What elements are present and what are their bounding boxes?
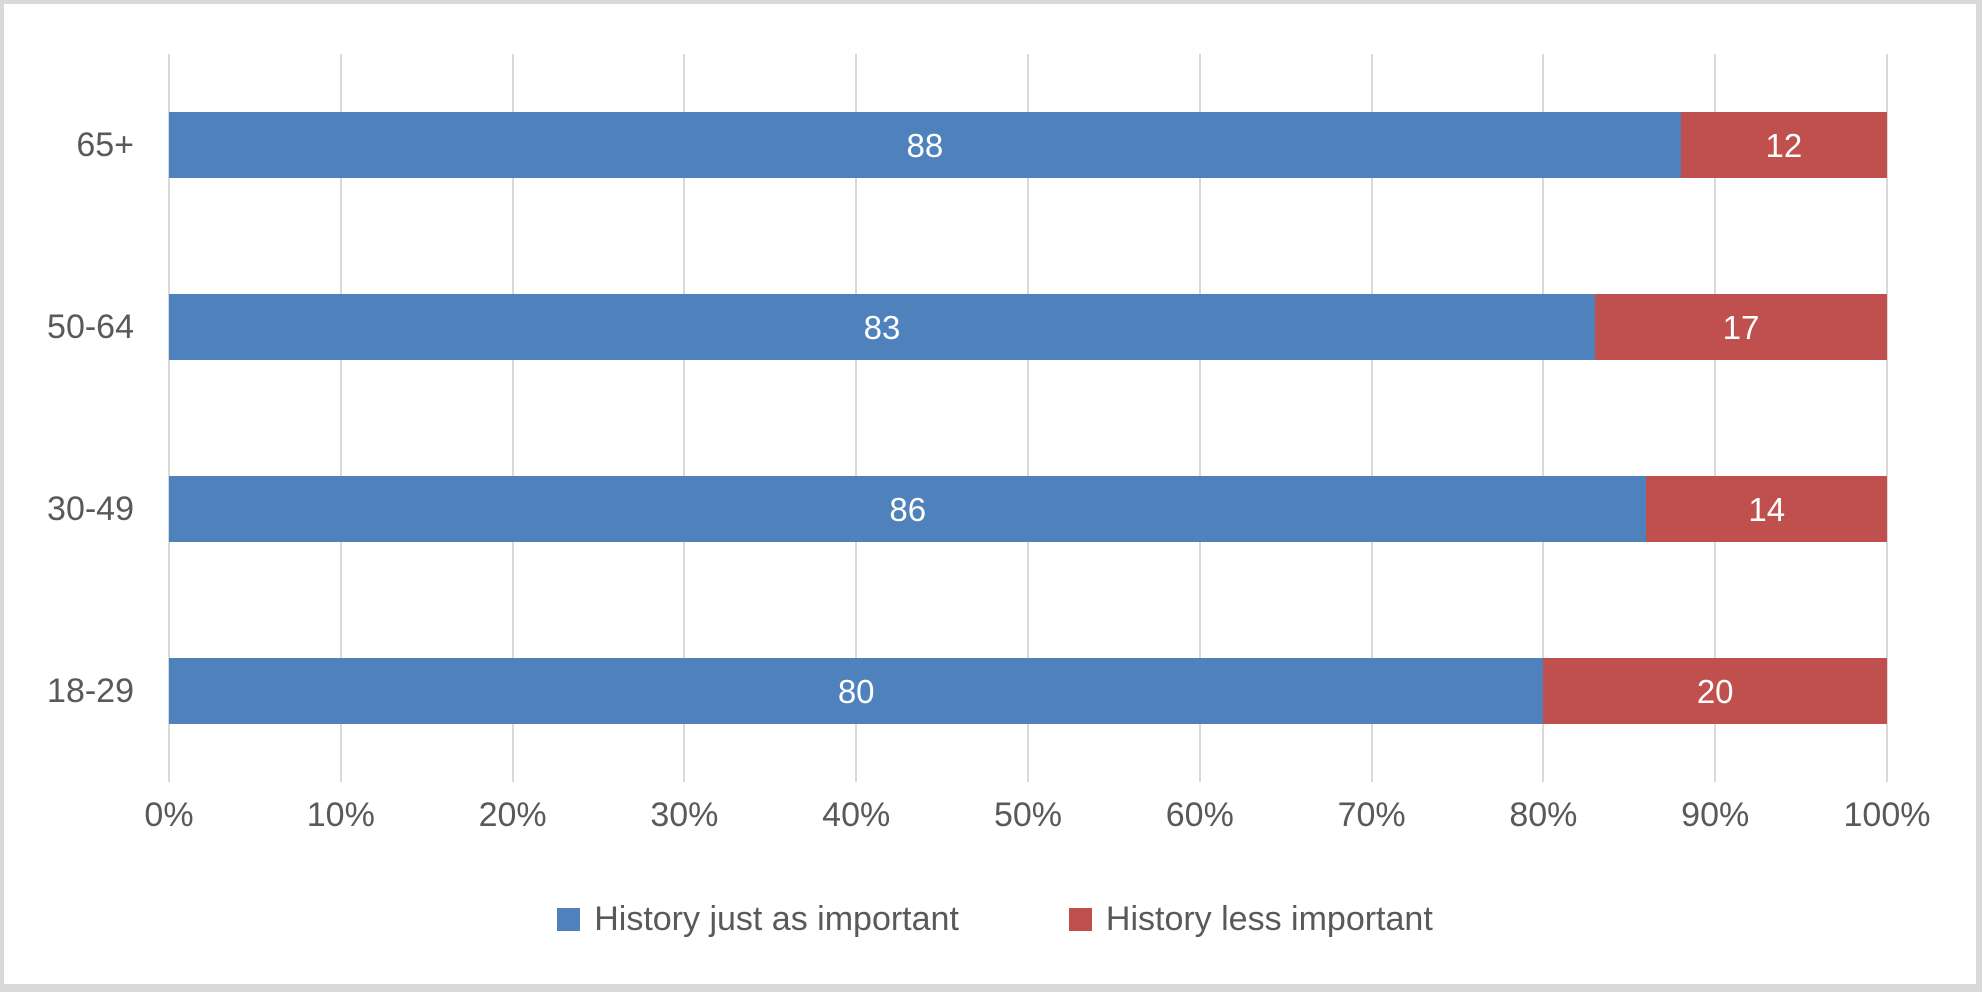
bar-segment: 80 — [169, 658, 1544, 724]
legend-swatch-icon — [557, 908, 581, 931]
gridline-100 — [1886, 54, 1888, 782]
gridline-80 — [1542, 54, 1545, 782]
plot-area: 88 12 83 17 86 14 80 20 — [168, 54, 1888, 782]
gridline-30 — [683, 54, 686, 782]
bar-stack: 83 17 — [169, 294, 1887, 360]
bar-value-label: 14 — [1748, 490, 1786, 528]
bar-stack: 86 14 — [169, 476, 1887, 542]
bar-row-50-64: 83 17 — [169, 236, 1887, 418]
gridline-0 — [168, 54, 170, 782]
gridline-90 — [1714, 54, 1717, 782]
gridline-60 — [1198, 54, 1201, 782]
bar-value-label: 86 — [889, 490, 927, 528]
bar-value-label: 12 — [1765, 126, 1803, 164]
legend: History just as important History less im… — [4, 900, 1982, 939]
x-tick-label-30: 30% — [650, 796, 719, 834]
category-label-65+: 65+ — [76, 125, 134, 164]
x-tick-label-70: 70% — [1337, 796, 1406, 834]
legend-item: History less important — [1068, 900, 1433, 939]
gridline-20 — [511, 54, 514, 782]
gridline-40 — [855, 54, 858, 782]
bar-value-label: 20 — [1696, 672, 1734, 710]
legend-label: History less important — [1105, 900, 1433, 938]
bar-value-label: 80 — [837, 672, 875, 710]
bar-segment: 88 — [169, 112, 1681, 178]
x-tick-label-10: 10% — [306, 796, 375, 834]
category-label-50-64: 50-64 — [47, 307, 134, 346]
bar-segment: 86 — [169, 476, 1647, 542]
bar-row-18-29: 80 20 — [169, 600, 1887, 782]
bar-stack: 88 12 — [169, 112, 1887, 178]
bar-stack: 80 20 — [169, 658, 1887, 724]
bar-value-label: 88 — [906, 126, 944, 164]
bar-segment: 17 — [1594, 294, 1887, 360]
x-tick-label-0: 0% — [144, 796, 194, 834]
gridline-70 — [1370, 54, 1373, 782]
bar-segment: 12 — [1680, 112, 1887, 178]
value-axis: 0% 10% 20% 30% 40% 50% 60% 70% 80% 90% 100% — [144, 796, 1930, 866]
legend-item: History just as important — [557, 900, 959, 939]
bar-value-label: 17 — [1722, 308, 1760, 346]
category-axis: 65+ 50-64 30-49 18-29 — [4, 54, 169, 782]
x-tick-label-90: 90% — [1681, 796, 1750, 834]
category-label-30-49: 30-49 — [47, 489, 134, 528]
x-tick-label-20: 20% — [478, 796, 547, 834]
x-tick-label-60: 60% — [1165, 796, 1234, 834]
bar-value-label: 83 — [863, 308, 901, 346]
bar-row-65+: 88 12 — [169, 54, 1887, 236]
gridline-10 — [339, 54, 342, 782]
x-tick-label-50: 50% — [993, 796, 1063, 834]
bar-segment: 14 — [1646, 476, 1887, 542]
gridline-50 — [1027, 54, 1029, 782]
bar-segment: 83 — [169, 294, 1595, 360]
category-label-18-29: 18-29 — [47, 671, 134, 710]
legend-label: History just as important — [594, 900, 959, 938]
bar-row-30-49: 86 14 — [169, 418, 1887, 600]
bar-segment: 20 — [1543, 658, 1887, 724]
x-tick-label-100: 100% — [1843, 796, 1931, 834]
x-tick-label-40: 40% — [822, 796, 891, 834]
legend-swatch-icon — [1068, 908, 1092, 931]
x-tick-label-80: 80% — [1509, 796, 1578, 834]
